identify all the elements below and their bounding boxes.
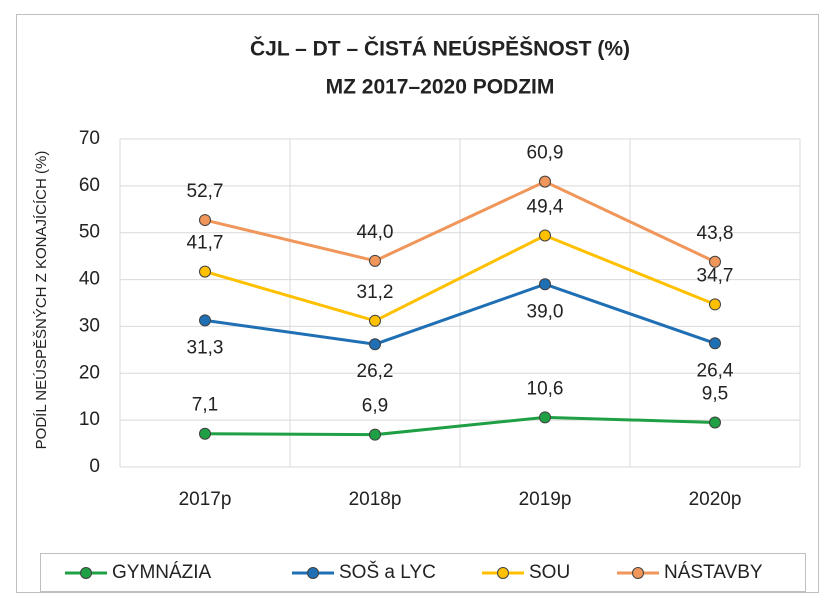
data-label: 31,3 <box>187 337 224 358</box>
legend-marker <box>497 567 509 579</box>
legend-label: NÁSTAVBY <box>664 562 763 583</box>
y-tick-label: 20 <box>79 362 100 383</box>
marker <box>539 175 551 188</box>
series-line <box>204 282 716 346</box>
legend-box <box>40 553 806 592</box>
x-tick-label: 2017p <box>179 489 232 510</box>
data-label: 34,7 <box>697 265 734 286</box>
marker <box>199 314 211 327</box>
series-line <box>204 233 716 323</box>
marker <box>199 214 211 227</box>
y-tick-label: 70 <box>79 128 100 149</box>
series-line <box>204 179 716 264</box>
data-label: 31,2 <box>357 282 394 303</box>
marker <box>539 278 551 291</box>
marker <box>539 411 551 424</box>
y-tick-label: 40 <box>79 269 100 290</box>
data-label: 39,0 <box>527 301 564 322</box>
data-label: 10,6 <box>527 378 564 399</box>
marker <box>369 254 381 267</box>
data-label: 6,9 <box>362 396 388 417</box>
chart-border <box>16 14 819 593</box>
marker <box>199 265 211 278</box>
marker <box>709 337 721 350</box>
y-tick-label: 30 <box>79 315 100 336</box>
y-tick-label: 0 <box>89 456 100 477</box>
x-tick-label: 2019p <box>519 489 572 510</box>
data-label: 26,4 <box>697 360 734 381</box>
series-line <box>204 415 716 437</box>
y-tick-label: 10 <box>79 409 100 430</box>
data-label: 7,1 <box>192 395 218 416</box>
x-tick-label: 2020p <box>689 489 742 510</box>
data-label: 26,2 <box>357 361 394 382</box>
data-label: 49,4 <box>527 197 564 218</box>
marker <box>709 298 721 311</box>
legend-marker <box>632 567 644 579</box>
marker <box>199 427 211 440</box>
legend-label: SOŠ a LYC <box>339 561 436 583</box>
marker <box>539 229 551 242</box>
x-tick-label: 2018p <box>349 489 402 510</box>
data-label: 9,5 <box>702 384 728 405</box>
legend-marker <box>307 567 319 579</box>
data-label: 43,8 <box>697 223 734 244</box>
legend-label: GYMNÁZIA <box>112 562 212 583</box>
legend-marker <box>80 567 92 579</box>
y-tick-label: 60 <box>79 175 100 196</box>
legend-label: SOU <box>529 562 570 583</box>
data-label: 60,9 <box>527 143 564 164</box>
marker <box>709 416 721 429</box>
data-label: 52,7 <box>187 181 224 202</box>
marker <box>369 338 381 351</box>
chart-subtitle: MZ 2017–2020 PODZIM <box>326 76 555 99</box>
marker <box>369 314 381 327</box>
data-label: 44,0 <box>357 222 394 243</box>
chart-title: ČJL – DT – ČISTÁ NEÚSPĚŠNOST (%) <box>250 37 630 61</box>
marker <box>369 428 381 441</box>
y-tick-label: 50 <box>79 222 100 243</box>
y-axis-title: PODÍL NEÚSPĚŠNÝCH Z KONAJÍCÍCH (%) <box>33 151 50 450</box>
data-label: 41,7 <box>187 233 224 254</box>
marker <box>709 255 721 268</box>
